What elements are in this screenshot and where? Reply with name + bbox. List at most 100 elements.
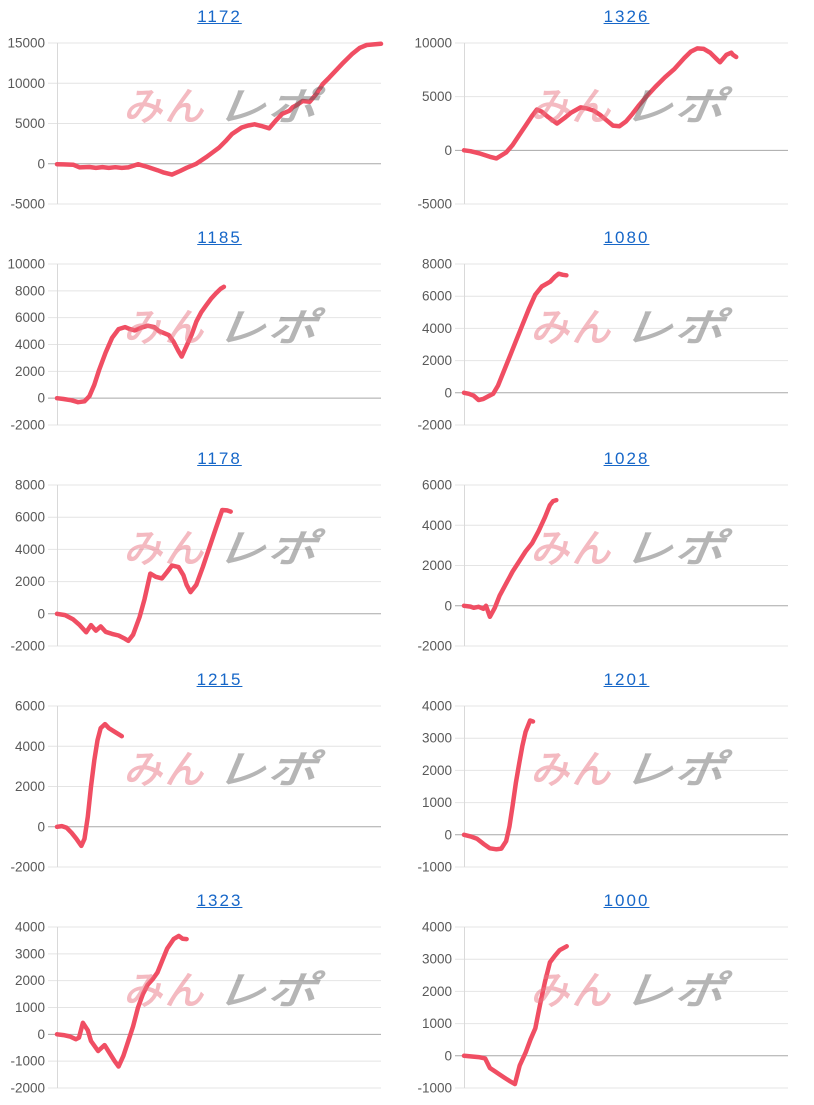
series-line xyxy=(54,284,227,405)
chart-plot: 4000 3000 2000 1000 0 -1000 xyxy=(417,920,788,1096)
y-axis-tick-label: -2000 xyxy=(10,418,45,433)
chart-title-row: 1326 xyxy=(407,0,814,34)
y-axis-tick-label: -1000 xyxy=(10,1054,45,1069)
y-axis-tick-label: 8000 xyxy=(422,257,452,272)
y-axis-tick-label: 2000 xyxy=(15,973,45,988)
series-line xyxy=(54,41,384,177)
y-axis-tick-label: -1000 xyxy=(417,860,452,875)
chart-plot: 8000 6000 4000 2000 0 -2000 xyxy=(417,257,788,433)
chart-title-row: 1028 xyxy=(407,442,814,476)
machine-number-link[interactable]: 1185 xyxy=(197,228,242,247)
chart-plot: 8000 6000 4000 2000 0 -2000 xyxy=(10,478,381,654)
machine-chart-cell: 1172 15000 10000 5000 0 -5000 みんレポ xyxy=(0,0,407,221)
y-axis-tick-label: 6000 xyxy=(422,478,452,493)
y-axis-tick-label: 8000 xyxy=(15,478,45,493)
y-axis-tick-label: 6000 xyxy=(15,310,45,325)
y-axis-tick-label: 2000 xyxy=(422,763,452,778)
y-axis-tick-label: 0 xyxy=(444,1048,452,1063)
y-axis-tick-label: 4000 xyxy=(15,739,45,754)
machine-chart-cell: 1215 6000 4000 2000 0 -2000 みんレポ xyxy=(0,663,407,884)
series-line xyxy=(461,46,739,161)
y-axis-tick-label: 1000 xyxy=(422,1016,452,1031)
y-axis-tick-label: 0 xyxy=(444,143,452,158)
y-axis-tick-label: -2000 xyxy=(10,1081,45,1096)
y-axis-tick-label: 15000 xyxy=(7,36,45,51)
chart-title-row: 1201 xyxy=(407,663,814,697)
series-line xyxy=(54,507,233,644)
y-axis-tick-label: 10000 xyxy=(7,76,45,91)
machine-chart-cell: 1080 8000 6000 4000 2000 0 -2000 みんレポ xyxy=(407,221,814,442)
chart-title-row: 1215 xyxy=(0,663,407,697)
y-axis-tick-label: 0 xyxy=(37,606,45,621)
y-axis-tick-label: -1000 xyxy=(417,1081,452,1096)
machine-chart-cell: 1185 10000 8000 6000 4000 2000 0 -2000 みんレポ xyxy=(0,221,407,442)
chart-plot: 4000 3000 2000 1000 0 -1000 xyxy=(417,699,788,875)
chart-title-row: 1178 xyxy=(0,442,407,476)
y-axis-tick-label: 1000 xyxy=(15,1000,45,1015)
machine-chart-cell: 1326 10000 5000 0 -5000 みんレポ xyxy=(407,0,814,221)
machine-number-link[interactable]: 1201 xyxy=(603,670,650,689)
y-axis-tick-label: 0 xyxy=(37,156,45,171)
machine-chart-cell: 1178 8000 6000 4000 2000 0 -2000 みんレポ xyxy=(0,442,407,663)
machine-chart-cell: 1323 4000 3000 2000 1000 0 -1000 -2000 みんレポ xyxy=(0,884,407,1105)
machine-number-link[interactable]: 1215 xyxy=(196,670,243,689)
chart-plot: 10000 5000 0 -5000 xyxy=(414,36,788,212)
y-axis-tick-label: 4000 xyxy=(15,542,45,557)
chart-title-row: 1185 xyxy=(0,221,407,255)
y-axis-tick-label: 2000 xyxy=(15,574,45,589)
y-axis-tick-label: -2000 xyxy=(417,418,452,433)
y-axis-tick-label: 6000 xyxy=(15,510,45,525)
y-axis-tick-label: 0 xyxy=(37,819,45,834)
chart-title-row: 1323 xyxy=(0,884,407,918)
y-axis-tick-label: 2000 xyxy=(422,353,452,368)
series-line xyxy=(461,497,559,620)
machine-number-link[interactable]: 1080 xyxy=(603,228,650,247)
y-axis-tick-label: -2000 xyxy=(10,860,45,875)
y-axis-tick-label: 4000 xyxy=(422,920,452,935)
y-axis-tick-label: 4000 xyxy=(15,920,45,935)
y-axis-tick-label: 6000 xyxy=(422,289,452,304)
y-axis-tick-label: 0 xyxy=(37,1027,45,1042)
y-axis-tick-label: 2000 xyxy=(15,779,45,794)
y-axis-tick-label: 2000 xyxy=(15,364,45,379)
y-axis-tick-label: 10000 xyxy=(414,36,452,51)
y-axis-tick-label: 0 xyxy=(37,391,45,406)
y-axis-tick-label: 3000 xyxy=(422,952,452,967)
y-axis-tick-label: 2000 xyxy=(422,558,452,573)
series-line xyxy=(461,718,536,852)
y-axis-tick-label: 0 xyxy=(444,385,452,400)
series-line xyxy=(54,933,189,1069)
machine-number-link[interactable]: 1172 xyxy=(197,7,242,26)
chart-plot: 10000 8000 6000 4000 2000 0 -2000 xyxy=(7,257,381,433)
y-axis-tick-label: 8000 xyxy=(15,283,45,298)
y-axis-tick-label: 0 xyxy=(444,827,452,842)
series-line xyxy=(461,944,569,1087)
machine-number-link[interactable]: 1323 xyxy=(196,891,243,910)
y-axis-tick-label: -2000 xyxy=(10,639,45,654)
chart-title-row: 1172 xyxy=(0,0,407,34)
machine-chart-cell: 1028 6000 4000 2000 0 -2000 みんレポ xyxy=(407,442,814,663)
y-axis-tick-label: 2000 xyxy=(422,984,452,999)
y-axis-tick-label: -2000 xyxy=(417,639,452,654)
y-axis-tick-label: 6000 xyxy=(15,699,45,714)
series-line xyxy=(461,271,569,403)
chart-title-row: 1080 xyxy=(407,221,814,255)
y-axis-tick-label: 5000 xyxy=(422,89,452,104)
y-axis-tick-label: -5000 xyxy=(417,197,452,212)
machine-chart-cell: 1201 4000 3000 2000 1000 0 -1000 みんレポ xyxy=(407,663,814,884)
series-line xyxy=(54,721,125,849)
y-axis-tick-label: 10000 xyxy=(7,257,45,272)
chart-plot: 6000 4000 2000 0 -2000 xyxy=(10,699,381,875)
y-axis-tick-label: 5000 xyxy=(15,116,45,131)
machine-number-link[interactable]: 1028 xyxy=(603,449,650,468)
y-axis-tick-label: 3000 xyxy=(15,946,45,961)
machine-number-link[interactable]: 1178 xyxy=(197,449,242,468)
y-axis-tick-label: 4000 xyxy=(422,699,452,714)
y-axis-tick-label: 1000 xyxy=(422,795,452,810)
chart-plot: 6000 4000 2000 0 -2000 xyxy=(417,478,788,654)
machine-number-link[interactable]: 1326 xyxy=(603,7,650,26)
machine-number-link[interactable]: 1000 xyxy=(603,891,650,910)
y-axis-tick-label: 4000 xyxy=(15,337,45,352)
machine-chart-cell: 1000 4000 3000 2000 1000 0 -1000 みんレポ xyxy=(407,884,814,1105)
